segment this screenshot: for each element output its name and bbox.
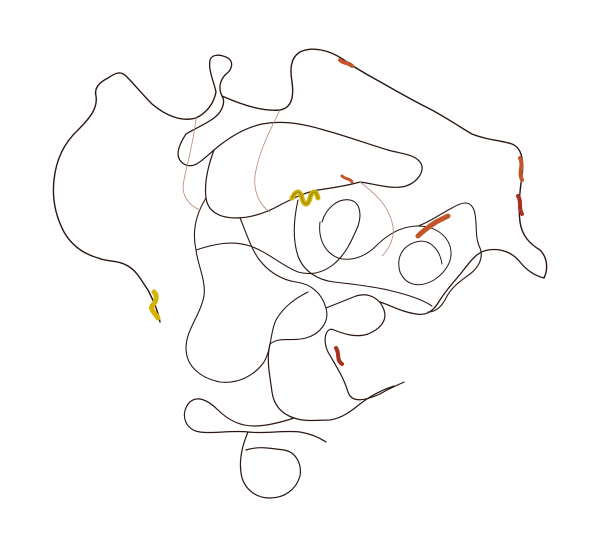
backbone-coil <box>177 121 423 188</box>
backbone-coil <box>293 199 433 307</box>
backbone-coil <box>319 221 452 286</box>
backbone-coil <box>254 109 281 213</box>
backbone-coil <box>182 117 201 211</box>
backbone-coil <box>185 54 233 135</box>
strand-segment <box>340 174 354 184</box>
backbone-coil <box>359 181 394 257</box>
backbone-coil <box>417 202 482 313</box>
backbone-coil <box>267 343 395 422</box>
strand-segment <box>518 156 524 182</box>
backbone-coil <box>221 48 548 279</box>
backbone-coil <box>379 248 545 316</box>
strand-segment <box>516 194 524 216</box>
backbone-coil <box>52 72 217 323</box>
backbone-coil <box>185 197 309 383</box>
helix-segment <box>289 189 321 207</box>
backbone-coil <box>239 431 301 499</box>
backbone-coil <box>195 199 361 275</box>
backbone-coil <box>204 149 361 219</box>
strand-segment <box>415 213 451 239</box>
strand-segment <box>338 58 354 68</box>
helix-segment <box>149 289 161 321</box>
backbone-coil <box>239 217 328 345</box>
strand-segment <box>334 346 344 366</box>
backbone-coil <box>183 398 327 443</box>
